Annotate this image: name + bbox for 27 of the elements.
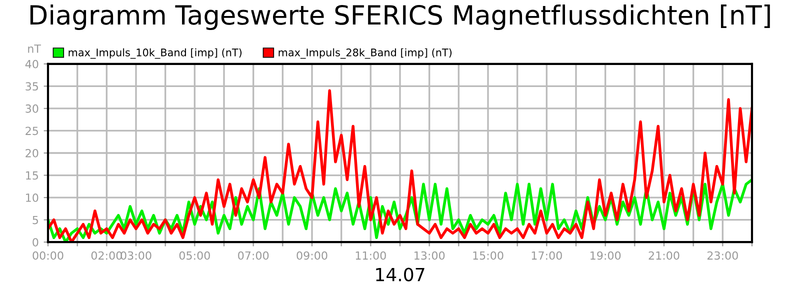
x-tick-label: 11:00 <box>356 251 386 260</box>
x-tick-label: 02:00 <box>91 251 122 260</box>
x-tick-label: 23:00 <box>707 251 738 260</box>
y-tick-label: 35 <box>26 82 38 91</box>
x-tick-label: 21:00 <box>648 251 680 260</box>
x-tick-label: 15:00 <box>473 251 504 260</box>
chart-title: Diagramm Tageswerte SFERICS Magnetflussdichten [nT] <box>30 4 770 30</box>
y-tick-label: 30 <box>26 104 38 113</box>
x-tick-label: 03:00 <box>120 251 152 260</box>
y-tick-label: 15 <box>26 171 38 180</box>
x-tick-label: 07:00 <box>238 251 269 260</box>
x-tick-label: 05:00 <box>179 251 210 260</box>
x-tick-label: 17:00 <box>532 251 562 260</box>
y-tick-label: 0 <box>32 238 38 246</box>
x-tick-label: 09:00 <box>296 251 328 260</box>
x-tick-label: 13:00 <box>414 251 445 260</box>
x-tick-label: 19:00 <box>590 251 621 260</box>
y-tick-label: 25 <box>26 126 38 136</box>
x-axis-title: 14.07 <box>376 268 424 282</box>
y-axis-title: nT <box>28 44 41 53</box>
y-tick-label: 10 <box>26 194 38 202</box>
legend-label: max_Impuls_10k_Band [imp] (nT) <box>68 48 242 59</box>
legend-label: max_Impuls_28k_Band [imp] (nT) <box>278 48 452 59</box>
y-tick-label: 40 <box>25 60 38 68</box>
x-tick-label: 00:00 <box>32 251 64 260</box>
y-tick-label: 5 <box>32 216 38 224</box>
y-tick-label: 20 <box>26 148 38 158</box>
